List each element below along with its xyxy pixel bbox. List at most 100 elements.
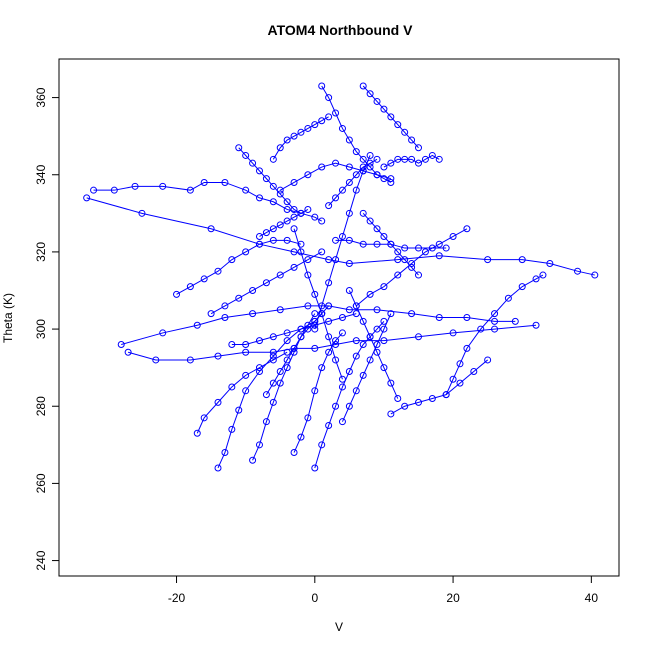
data-point bbox=[332, 356, 340, 364]
data-point bbox=[332, 159, 340, 167]
data-point bbox=[463, 344, 471, 352]
data-point bbox=[338, 124, 346, 132]
data-point bbox=[387, 113, 395, 121]
series-trace bbox=[262, 302, 333, 399]
data-point bbox=[359, 317, 367, 325]
data-point bbox=[318, 441, 326, 449]
data-point bbox=[304, 205, 312, 213]
data-point bbox=[332, 337, 340, 345]
data-point bbox=[131, 182, 139, 190]
series-trace bbox=[442, 271, 547, 399]
data-point bbox=[297, 433, 305, 441]
data-point bbox=[269, 155, 277, 163]
series-trace bbox=[83, 194, 599, 279]
data-point bbox=[401, 244, 409, 252]
series-trace bbox=[255, 205, 312, 240]
data-point bbox=[186, 186, 194, 194]
data-point bbox=[318, 248, 326, 256]
data-point bbox=[352, 171, 360, 179]
data-point bbox=[200, 178, 208, 186]
data-point bbox=[269, 379, 277, 387]
data-point bbox=[325, 202, 333, 210]
data-point bbox=[276, 379, 284, 387]
data-point bbox=[415, 144, 423, 152]
data-point bbox=[242, 151, 250, 159]
data-point bbox=[152, 356, 160, 364]
series-line bbox=[176, 239, 302, 295]
series-trace bbox=[173, 236, 305, 298]
data-point bbox=[345, 178, 353, 186]
data-point bbox=[186, 283, 194, 291]
x-tick-label: 20 bbox=[446, 591, 460, 605]
data-point bbox=[276, 271, 284, 279]
data-point bbox=[394, 256, 402, 264]
series-line bbox=[328, 158, 378, 206]
series-trace bbox=[214, 310, 326, 472]
data-point bbox=[401, 155, 409, 163]
data-point bbox=[283, 329, 291, 337]
data-point bbox=[325, 348, 333, 356]
series-line bbox=[252, 313, 316, 461]
data-point bbox=[249, 159, 257, 167]
data-point bbox=[591, 271, 599, 279]
data-point bbox=[311, 121, 319, 129]
data-point bbox=[159, 182, 167, 190]
data-point bbox=[311, 387, 319, 395]
data-point bbox=[380, 325, 388, 333]
data-point bbox=[318, 163, 326, 171]
data-point bbox=[173, 290, 181, 298]
data-point bbox=[442, 244, 450, 252]
data-point bbox=[359, 163, 367, 171]
data-point bbox=[255, 364, 263, 372]
series-line bbox=[314, 155, 371, 330]
data-point bbox=[186, 356, 194, 364]
data-point bbox=[117, 341, 125, 349]
data-point bbox=[262, 175, 270, 183]
data-point bbox=[290, 344, 298, 352]
data-point bbox=[276, 306, 284, 314]
series-trace bbox=[193, 348, 291, 437]
data-point bbox=[373, 341, 381, 349]
series-trace bbox=[124, 321, 540, 364]
data-point bbox=[338, 383, 346, 391]
data-point bbox=[394, 248, 402, 256]
series-trace bbox=[276, 159, 395, 194]
data-point bbox=[290, 213, 298, 221]
data-point bbox=[325, 302, 333, 310]
data-point bbox=[345, 306, 353, 314]
series-line bbox=[210, 251, 322, 315]
data-point bbox=[352, 387, 360, 395]
data-point bbox=[325, 422, 333, 430]
data-point bbox=[262, 229, 270, 237]
data-point bbox=[318, 310, 326, 318]
x-tick-label: 0 bbox=[311, 591, 318, 605]
data-point bbox=[124, 348, 132, 356]
data-point bbox=[283, 198, 291, 206]
data-point bbox=[242, 186, 250, 194]
data-point bbox=[428, 244, 436, 252]
data-point bbox=[311, 310, 319, 318]
data-point bbox=[242, 248, 250, 256]
data-point bbox=[262, 279, 270, 287]
series-trace bbox=[235, 144, 305, 217]
data-point bbox=[221, 302, 229, 310]
series-trace bbox=[90, 178, 326, 225]
series-trace bbox=[359, 82, 423, 152]
data-point bbox=[249, 310, 257, 318]
data-point bbox=[352, 186, 360, 194]
x-tick-label: -20 bbox=[168, 591, 186, 605]
series-trace bbox=[380, 151, 443, 171]
data-point bbox=[394, 271, 402, 279]
data-point bbox=[290, 205, 298, 213]
data-point bbox=[380, 337, 388, 345]
data-point bbox=[380, 364, 388, 372]
data-point bbox=[325, 279, 333, 287]
data-point bbox=[366, 151, 374, 159]
data-point bbox=[255, 441, 263, 449]
data-point bbox=[311, 290, 319, 298]
data-point bbox=[380, 232, 388, 240]
series-trace bbox=[207, 248, 326, 318]
x-axis: -20 0 20 40 bbox=[168, 576, 598, 605]
series-line bbox=[196, 351, 288, 434]
